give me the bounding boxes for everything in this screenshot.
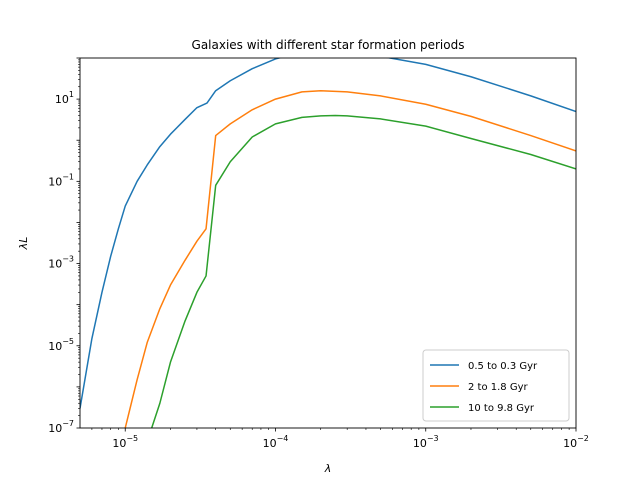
x-axis-ticks: 10−5 10−4 10−3 10−2 <box>91 428 589 450</box>
series-line-1 <box>80 58 576 409</box>
x-tick-label: 10−2 <box>563 434 589 450</box>
x-axis-label: λ <box>324 462 332 475</box>
legend-box <box>422 349 570 422</box>
y-tick-label: 10−7 <box>48 419 74 435</box>
x-tick-label: 10−5 <box>112 434 138 450</box>
x-tick-label: 10−4 <box>263 434 289 450</box>
legend-label-3: 10 to 9.8 Gyr <box>468 403 535 414</box>
plot-lines <box>80 58 576 428</box>
y-axis-label: λL <box>17 237 30 251</box>
y-tick-label: 10−5 <box>48 337 74 353</box>
legend: 0.5 to 0.3 Gyr 2 to 1.8 Gyr 10 to 9.8 Gyr <box>422 349 570 422</box>
y-tick-label: 101 <box>55 90 74 106</box>
legend-label-1: 0.5 to 0.3 Gyr <box>468 361 538 372</box>
legend-label-2: 2 to 1.8 Gyr <box>468 382 529 393</box>
series-line-2 <box>124 89 576 428</box>
x-tick-label: 10−3 <box>413 434 439 450</box>
y-tick-label: 10−3 <box>48 255 74 271</box>
chart-title: Galaxies with different star formation p… <box>192 38 465 52</box>
series-line-3 <box>150 114 576 428</box>
y-axis-ticks: 10−7 10−5 10−3 10−1 101 <box>48 57 80 435</box>
y-tick-label: 10−1 <box>48 172 74 188</box>
plot-frame <box>79 57 577 429</box>
